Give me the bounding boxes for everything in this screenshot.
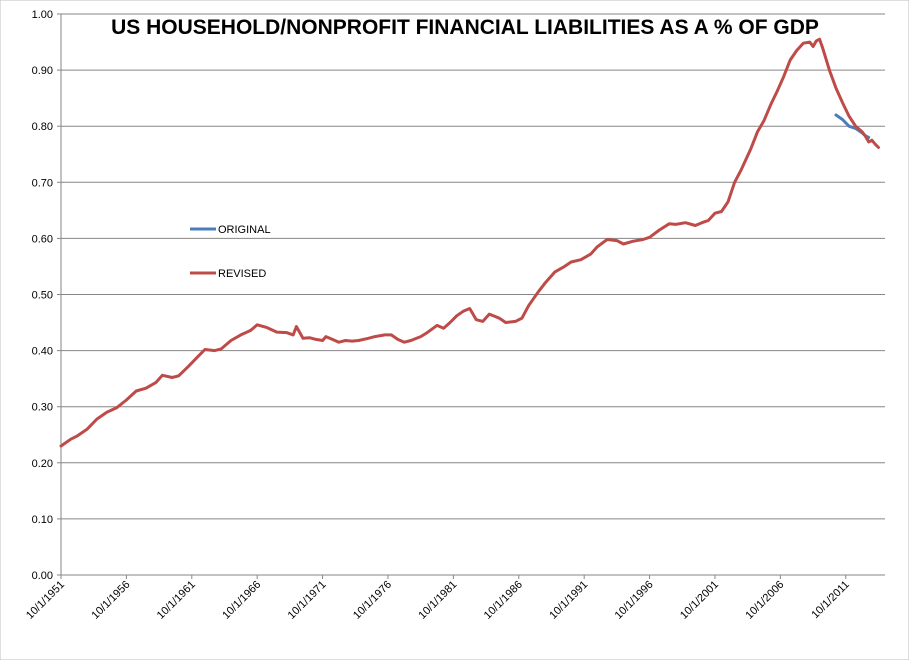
- chart-title: US HOUSEHOLD/NONPROFIT FINANCIAL LIABILI…: [111, 16, 819, 39]
- y-tick-label: 0.10: [32, 514, 53, 526]
- y-tick-label: 0.60: [32, 233, 53, 245]
- y-tick-label: 1.00: [32, 9, 53, 21]
- series-line-revised: [59, 37, 880, 448]
- y-tick-label: 0.50: [32, 290, 53, 302]
- y-tick-label: 0.80: [32, 121, 53, 133]
- y-tick-label: 0.00: [32, 570, 53, 582]
- y-tick-label: 0.70: [32, 177, 53, 189]
- gridlines: [61, 13, 885, 520]
- legend: ORIGINAL REVISED: [190, 224, 271, 280]
- legend-label-original: ORIGINAL: [218, 224, 271, 236]
- y-tick-label: 0.90: [32, 65, 53, 77]
- y-tick-label: 0.40: [32, 346, 53, 358]
- y-tick-label: 0.20: [32, 458, 53, 470]
- y-tick-label: 0.30: [32, 402, 53, 414]
- series-lines: [59, 37, 880, 448]
- legend-label-revised: REVISED: [218, 268, 266, 280]
